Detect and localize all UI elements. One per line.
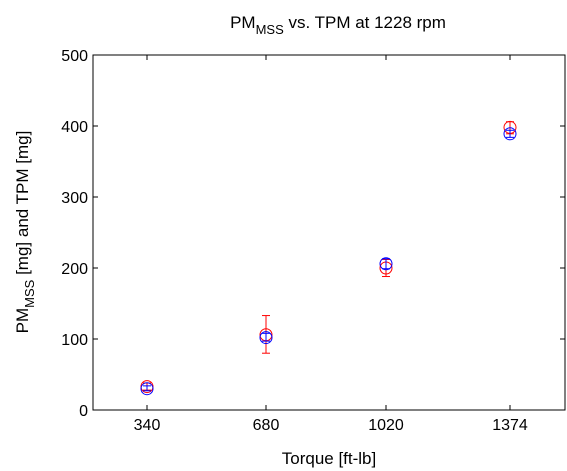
plot-area: [93, 55, 565, 410]
y-axis-label: PMMSS [mg] and TPM [mg]: [13, 131, 37, 334]
x-tick-label: 680: [253, 417, 280, 434]
data-point: [140, 382, 154, 396]
x-tick-label: 1020: [368, 417, 404, 434]
y-tick-label: 100: [61, 332, 88, 349]
y-axis-label-rest: [mg] and TPM [mg]: [13, 131, 32, 280]
x-tick-label: 1374: [492, 417, 528, 434]
series-1: [140, 127, 517, 396]
chart-title: PMMSS vs. TPM at 1228 rpm: [230, 13, 446, 37]
chart-title-subscript: MSS: [256, 22, 285, 37]
chart-title-rest: vs. TPM at 1228 rpm: [284, 13, 446, 32]
y-tick-label: 200: [61, 261, 88, 278]
y-axis-label-main: PM: [13, 308, 32, 334]
chart-title-main: PM: [230, 13, 256, 32]
x-axis-label: Torque [ft-lb]: [282, 449, 377, 468]
y-axis-label-subscript: MSS: [22, 279, 37, 308]
data-point: [379, 257, 393, 271]
plot-frame: [92, 54, 566, 411]
y-tick-label: 500: [61, 48, 88, 65]
axes: 0 100 200 300 400 500 340 680 1020 1374: [61, 48, 565, 434]
data-point: [503, 127, 517, 141]
y-tick-label: 300: [61, 190, 88, 207]
data-point: [259, 331, 273, 345]
y-tick-label: 0: [79, 403, 88, 420]
y-tick-label: 400: [61, 119, 88, 136]
x-tick-label: 340: [134, 417, 161, 434]
chart-marks: [140, 120, 517, 396]
